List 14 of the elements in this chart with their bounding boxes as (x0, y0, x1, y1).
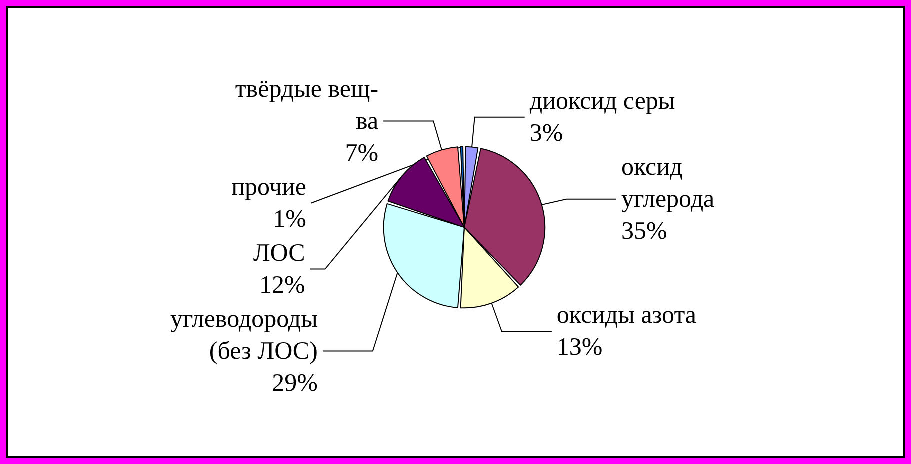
slice-label: оксиды азота (556, 302, 697, 330)
data-label: 3% (530, 120, 564, 147)
slice-label: твёрдые вещ-ва (235, 76, 379, 135)
data-label: 12% (260, 272, 306, 299)
data-label: 7% (345, 140, 379, 167)
data-label: 29% (272, 370, 318, 397)
data-label: 35% (621, 218, 668, 245)
slice-label: прочие (232, 174, 306, 201)
slice-label: оксид углерода (621, 154, 715, 213)
slice-label: диоксид серы (530, 88, 676, 115)
data-label: 13% (556, 334, 603, 362)
slice-label: ЛОС (253, 240, 306, 267)
slice-label: углеводороды (без ЛОС) (170, 306, 318, 365)
data-label: 1% (273, 206, 306, 233)
